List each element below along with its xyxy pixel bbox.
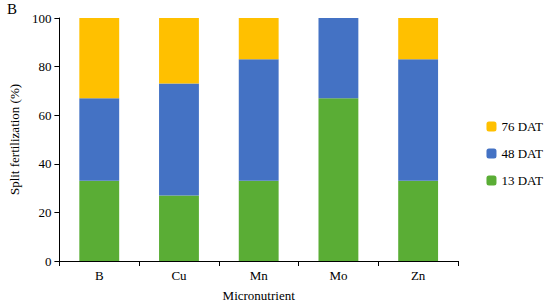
svg-text:13 DAT: 13 DAT xyxy=(501,173,543,188)
svg-text:80: 80 xyxy=(38,59,51,74)
svg-text:100: 100 xyxy=(32,11,52,26)
svg-text:20: 20 xyxy=(38,205,51,220)
svg-text:Split fertilization (%): Split fertilization (%) xyxy=(7,84,22,195)
svg-text:0: 0 xyxy=(45,254,52,269)
svg-text:B: B xyxy=(7,1,17,17)
svg-text:Micronutrient: Micronutrient xyxy=(223,288,296,303)
svg-text:60: 60 xyxy=(38,108,51,123)
svg-text:Zn: Zn xyxy=(411,268,426,283)
svg-text:Mn: Mn xyxy=(250,268,269,283)
svg-text:Cu: Cu xyxy=(171,268,187,283)
svg-text:B: B xyxy=(95,268,104,283)
svg-text:48 DAT: 48 DAT xyxy=(501,146,543,161)
svg-text:Mo: Mo xyxy=(329,268,347,283)
svg-text:76 DAT: 76 DAT xyxy=(501,119,543,134)
svg-text:40: 40 xyxy=(38,156,51,171)
